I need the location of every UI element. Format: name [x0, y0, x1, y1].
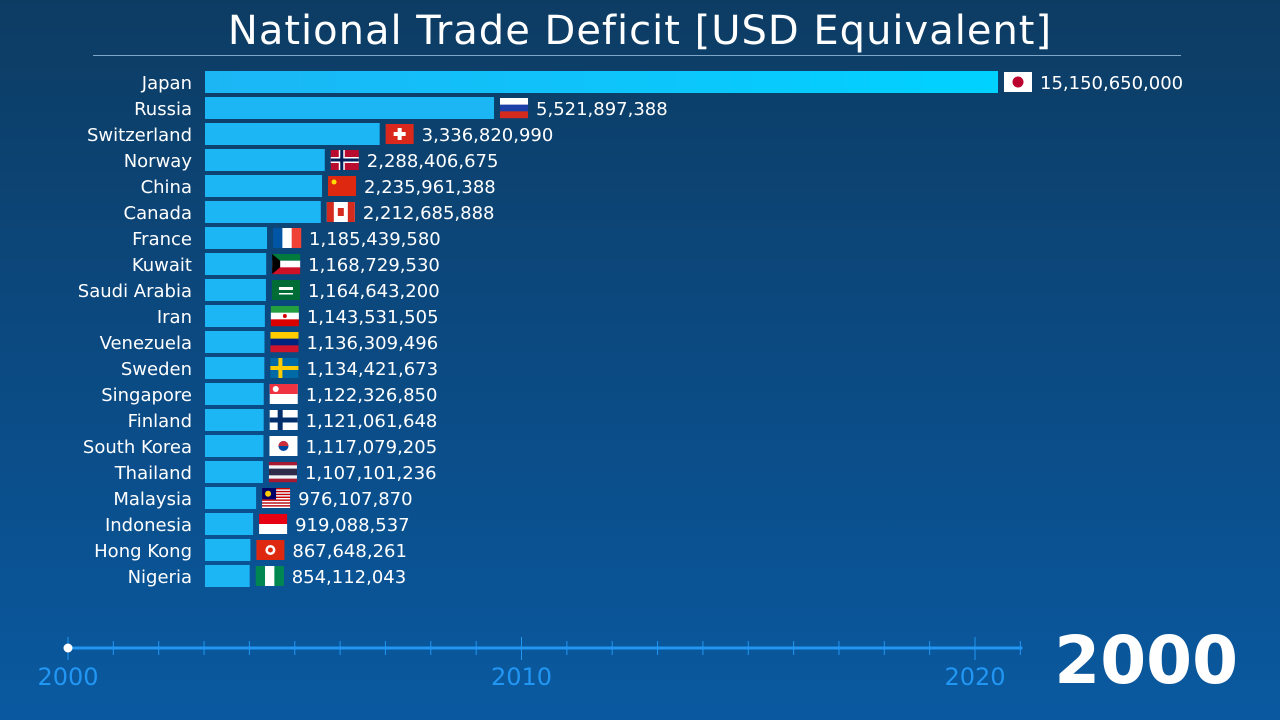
bar-kuwait: [205, 253, 267, 275]
value-label-russia: 5,521,897,388: [536, 99, 668, 120]
flag-kuwait-icon: [272, 254, 301, 275]
bar-china: [205, 175, 323, 197]
value-label-japan: 15,150,650,000: [1040, 73, 1183, 94]
flag-france-icon: [273, 228, 302, 248]
country-label-hong-kong: Hong Kong: [94, 541, 192, 562]
country-label-canada: Canada: [124, 203, 193, 224]
country-label-thailand: Thailand: [114, 463, 192, 484]
country-label-sweden: Sweden: [121, 359, 192, 380]
flag-iran-icon: [270, 306, 299, 327]
country-label-saudi-arabia: Saudi Arabia: [78, 281, 192, 302]
flag-japan-icon: [1004, 72, 1032, 92]
flag-finland-icon: [269, 410, 298, 430]
country-label-russia: Russia: [134, 99, 192, 120]
country-label-china: China: [141, 177, 192, 198]
country-label-kuwait: Kuwait: [132, 255, 192, 276]
flag-thailand-icon: [268, 462, 297, 483]
flag-venezuela-icon: [270, 332, 299, 353]
timeline-label-2010: 2010: [491, 663, 552, 691]
value-label-malaysia: 976,107,870: [298, 489, 413, 510]
timeline-label-2020: 2020: [944, 663, 1005, 691]
bar-singapore: [205, 383, 264, 405]
flag-china-icon: [328, 176, 357, 196]
value-label-nigeria: 854,112,043: [292, 567, 407, 588]
bar-japan: [205, 71, 998, 93]
bar-indonesia: [205, 513, 254, 535]
bar-hong-kong: [205, 539, 251, 561]
flag-norway-icon: [330, 150, 359, 170]
country-label-venezuela: Venezuela: [100, 333, 192, 354]
flag-malaysia-icon: [262, 488, 291, 508]
country-label-indonesia: Indonesia: [105, 515, 192, 536]
value-label-norway: 2,288,406,675: [367, 151, 499, 172]
bar-venezuela: [205, 331, 265, 353]
value-label-canada: 2,212,685,888: [363, 203, 495, 224]
value-label-iran: 1,143,531,505: [307, 307, 439, 328]
timeline-label-2000: 2000: [37, 663, 98, 691]
flag-saudi-arabia-icon: [271, 280, 300, 300]
country-label-singapore: Singapore: [101, 385, 192, 406]
flag-singapore-icon: [269, 384, 298, 404]
bar-france: [205, 227, 268, 249]
value-label-switzerland: 3,336,820,990: [422, 125, 554, 146]
value-label-indonesia: 919,088,537: [295, 515, 410, 536]
flag-switzerland-icon: [385, 124, 414, 144]
value-label-venezuela: 1,136,309,496: [306, 333, 438, 354]
flag-russia-icon: [500, 98, 529, 119]
value-label-singapore: 1,122,326,850: [306, 385, 438, 406]
country-label-finland: Finland: [128, 411, 192, 432]
flag-indonesia-icon: [259, 514, 288, 534]
country-label-norway: Norway: [124, 151, 193, 172]
bar-nigeria: [205, 565, 250, 587]
bar-canada: [205, 201, 321, 223]
bar-sweden: [205, 357, 265, 379]
country-label-malaysia: Malaysia: [113, 489, 192, 510]
bar-saudi-arabia: [205, 279, 266, 301]
country-label-iran: Iran: [157, 307, 192, 328]
chart-title: National Trade Deficit [USD Equivalent]: [227, 8, 1053, 54]
country-label-nigeria: Nigeria: [128, 567, 192, 588]
country-label-south-korea: South Korea: [83, 437, 192, 458]
flag-sweden-icon: [270, 358, 299, 378]
current-year-label: 2000: [1054, 622, 1238, 699]
flag-hong-kong-icon: [256, 540, 285, 560]
flag-nigeria-icon: [255, 566, 284, 586]
value-label-france: 1,185,439,580: [309, 229, 441, 250]
country-label-france: France: [132, 229, 192, 250]
country-label-switzerland: Switzerland: [87, 125, 192, 146]
bar-malaysia: [205, 487, 257, 509]
bar-switzerland: [205, 123, 380, 145]
flag-canada-icon: [326, 202, 355, 222]
value-label-kuwait: 1,168,729,530: [308, 255, 440, 276]
bar-finland: [205, 409, 264, 431]
country-label-japan: Japan: [141, 73, 192, 94]
value-label-saudi-arabia: 1,164,643,200: [308, 281, 440, 302]
bar-south-korea: [205, 435, 264, 457]
value-label-hong-kong: 867,648,261: [292, 541, 407, 562]
flag-south-korea-icon: [269, 436, 298, 456]
value-label-thailand: 1,107,101,236: [305, 463, 437, 484]
value-label-china: 2,235,961,388: [364, 177, 496, 198]
bar-iran: [205, 305, 265, 327]
value-label-finland: 1,121,061,648: [306, 411, 438, 432]
value-label-south-korea: 1,117,079,205: [305, 437, 437, 458]
value-label-sweden: 1,134,421,673: [306, 359, 438, 380]
title-divider: [93, 55, 1181, 56]
timeline-handle[interactable]: [63, 643, 73, 653]
bar-norway: [205, 149, 325, 171]
bar-thailand: [205, 461, 263, 483]
bar-russia: [205, 97, 495, 119]
